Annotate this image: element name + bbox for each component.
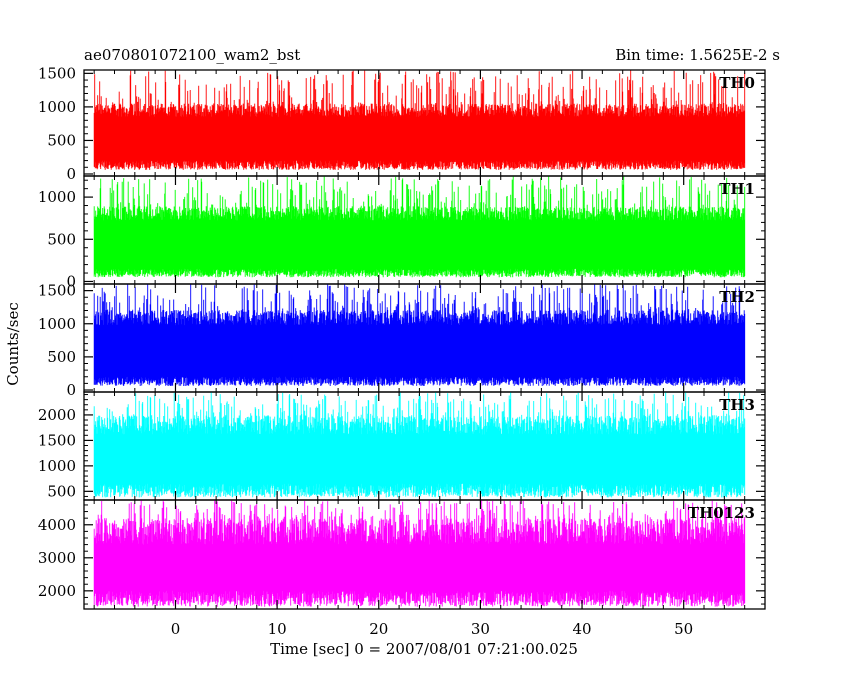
y-tick-label: 500: [47, 131, 76, 149]
y-tick-label: 500: [47, 348, 76, 366]
y-tick-label: 2000: [38, 582, 76, 600]
x-tick-label: 10: [268, 620, 287, 638]
y-tick-label: 0: [66, 272, 76, 290]
panel-label: TH2: [719, 288, 755, 306]
y-tick-label: 3000: [38, 549, 76, 567]
y-tick-label: 500: [47, 230, 76, 248]
y-tick-label: 1500: [38, 64, 76, 82]
y-tick-label: 2000: [38, 406, 76, 424]
y-tick-label: 1000: [38, 457, 76, 475]
x-tick-label: 0: [171, 620, 181, 638]
y-tick-label: 500: [47, 482, 76, 500]
panel-frame: [83, 499, 766, 610]
panel-th1: 0 500 1000 TH1: [38, 175, 766, 290]
y-tick-label: 4000: [38, 516, 76, 534]
bin-time-label: Bin time: 1.5625E-2 s: [615, 46, 780, 64]
y-tick-label: 0: [66, 381, 76, 399]
y-tick-label: 1000: [38, 315, 76, 333]
series-th3: [93, 392, 746, 498]
x-tick-label: 20: [369, 620, 388, 638]
panel-label: TH0: [719, 74, 755, 92]
panel-label: TH1: [719, 180, 755, 198]
panel-th3: 500 1000 1500 2000 TH3: [38, 391, 766, 501]
x-tick-label: 40: [572, 620, 591, 638]
panel-th0123: 2000 3000 4000 TH0123: [38, 499, 766, 610]
y-tick-label: 1500: [38, 282, 76, 300]
y-tick-label: 1000: [38, 188, 76, 206]
panel-th2: 0 500 1000 1500 TH2: [38, 282, 766, 399]
y-tick-label: 1500: [38, 431, 76, 449]
series-th1: [93, 176, 746, 278]
x-tick-label: 30: [471, 620, 490, 638]
y-axis-label: Counts/sec: [4, 302, 22, 386]
y-tick-label: 1000: [38, 98, 76, 116]
x-tick-label: 50: [674, 620, 693, 638]
series-th2: [93, 284, 746, 386]
panel-label: TH3: [719, 396, 755, 414]
series-th0123: [93, 500, 746, 607]
series-th0: [93, 70, 746, 170]
plot-title: ae070801072100_wam2_bst: [84, 46, 300, 64]
y-tick-label: 0: [66, 165, 76, 183]
panel-th0: 0 500 1000 1500 TH0: [38, 64, 766, 183]
x-axis-label: Time [sec] 0 = 2007/08/01 07:21:00.025: [270, 640, 578, 658]
panel-label: TH0123: [688, 504, 755, 522]
